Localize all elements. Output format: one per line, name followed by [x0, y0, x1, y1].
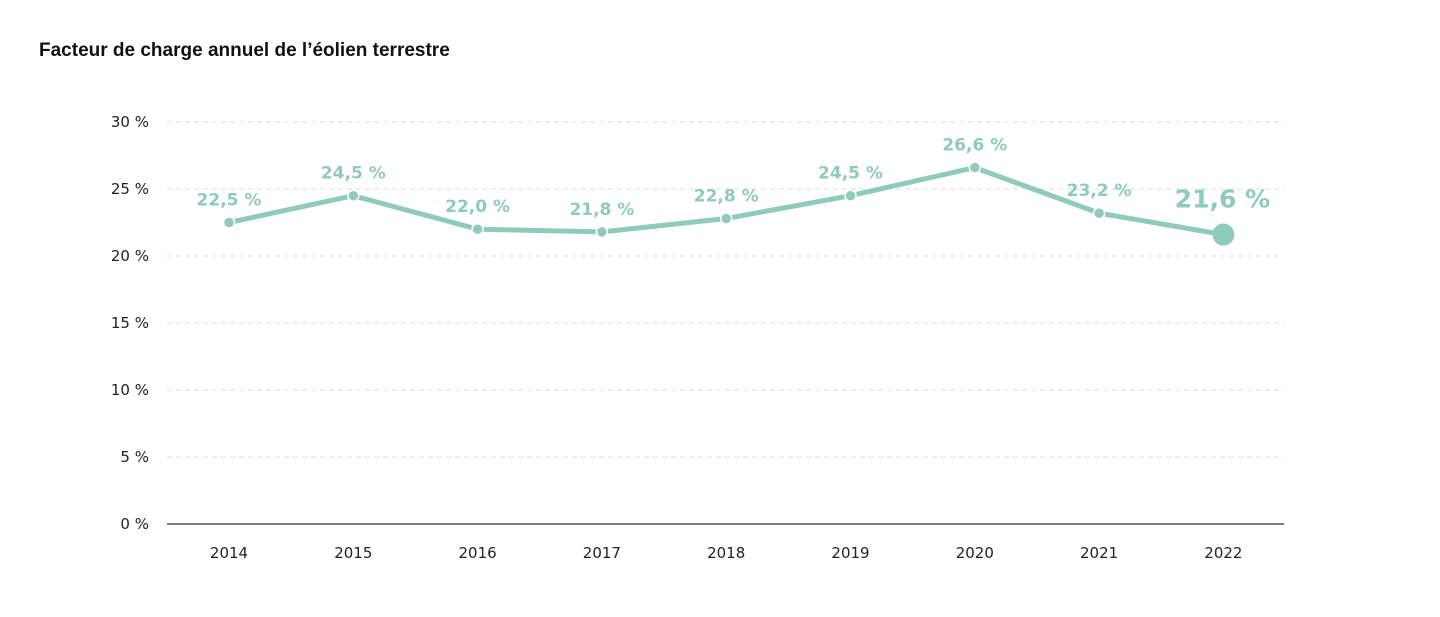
data-label: 26,6 % — [942, 136, 1007, 156]
data-label: 22,8 % — [694, 186, 759, 206]
data-labels: 22,5 % 24,5 % 22,0 % 21,8 % 22,8 % 24,5 % 26,6… — [197, 136, 1271, 220]
y-tick-label: 20 % — [111, 247, 149, 265]
data-label: 23,2 % — [1067, 181, 1132, 201]
y-tick-label: 25 % — [111, 180, 149, 198]
data-label: 21,6 % — [1175, 185, 1270, 214]
y-tick-label: 30 % — [111, 113, 149, 131]
x-tick-label: 2021 — [1080, 544, 1118, 562]
highlighted-data-point — [1212, 223, 1235, 246]
data-label: 24,5 % — [818, 164, 883, 184]
data-label: 24,5 % — [321, 164, 386, 184]
chart-title: Facteur de charge annuel de l’éolien ter… — [39, 40, 450, 61]
x-tick-label: 2015 — [334, 544, 372, 562]
y-tick-label: 15 % — [111, 314, 149, 332]
y-axis-ticks: 0 % 5 % 10 % 15 % 20 % 25 % 30 % — [111, 113, 149, 533]
x-tick-label: 2019 — [831, 544, 869, 562]
gridlines — [167, 121, 1284, 458]
data-point — [719, 212, 733, 225]
y-tick-label: 5 % — [120, 448, 149, 466]
data-label: 21,8 % — [569, 200, 634, 220]
data-point — [1092, 206, 1106, 220]
x-tick-label: 2018 — [707, 544, 745, 562]
data-point — [222, 216, 236, 229]
data-point — [471, 222, 484, 236]
x-axis-ticks: 2014 2015 2016 2017 2018 2019 2020 2021 2022 — [210, 544, 1243, 562]
data-label: 22,0 % — [445, 197, 510, 217]
x-tick-label: 2017 — [583, 544, 621, 562]
x-tick-label: 2022 — [1204, 544, 1242, 562]
data-points — [222, 161, 1235, 246]
data-point — [347, 189, 360, 202]
y-tick-label: 10 % — [111, 381, 149, 399]
y-tick-label: 0 % — [120, 515, 149, 533]
x-tick-label: 2020 — [956, 544, 994, 562]
x-tick-label: 2014 — [210, 544, 248, 562]
data-point — [968, 161, 982, 174]
data-label: 22,5 % — [197, 191, 262, 211]
data-point — [844, 189, 857, 202]
data-point — [595, 225, 609, 239]
x-tick-label: 2016 — [459, 544, 497, 562]
